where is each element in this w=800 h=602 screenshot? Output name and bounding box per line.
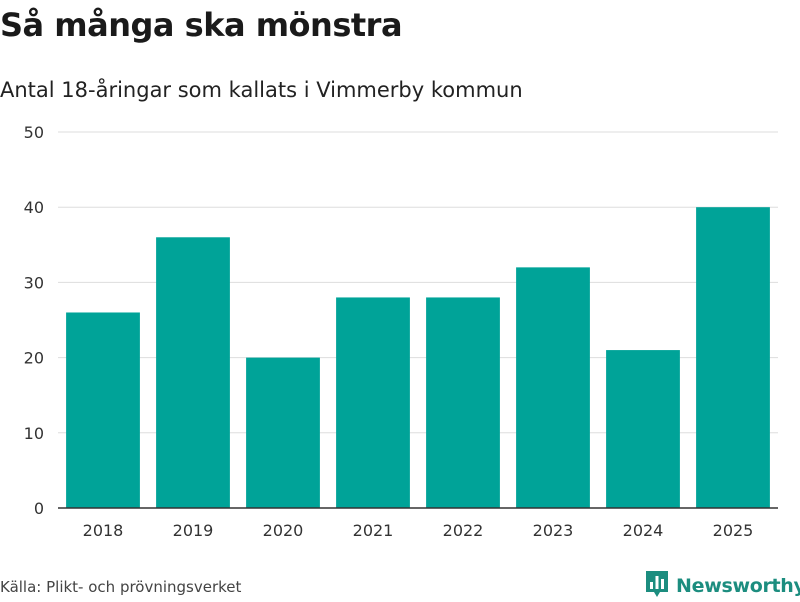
x-tick-label: 2019	[173, 521, 214, 540]
bar	[696, 207, 770, 508]
x-tick-label: 2024	[623, 521, 664, 540]
bar	[336, 297, 410, 508]
chart-title: Så många ska mönstra	[0, 6, 403, 44]
bar-chart-icon	[644, 570, 670, 602]
x-tick-label: 2025	[713, 521, 754, 540]
chart-subtitle: Antal 18-åringar som kallats i Vimmerby …	[0, 78, 523, 102]
bar	[66, 312, 140, 508]
y-tick-label: 50	[24, 123, 44, 142]
y-tick-label: 40	[24, 198, 44, 217]
x-tick-label: 2018	[83, 521, 124, 540]
bar	[516, 267, 590, 508]
x-tick-label: 2021	[353, 521, 394, 540]
bar	[156, 237, 230, 508]
source-note: Källa: Plikt- och prövningsverket	[0, 578, 242, 596]
bar	[246, 357, 320, 508]
y-tick-label: 0	[34, 499, 44, 518]
x-tick-label: 2020	[263, 521, 304, 540]
x-tick-label: 2023	[533, 521, 574, 540]
x-tick-label: 2022	[443, 521, 484, 540]
y-tick-label: 20	[24, 349, 44, 368]
bar	[606, 350, 680, 508]
brand-logo: Newsworthy	[644, 570, 800, 602]
y-tick-label: 30	[24, 273, 44, 292]
brand-name: Newsworthy	[676, 575, 800, 597]
bar	[426, 297, 500, 508]
y-tick-label: 10	[24, 424, 44, 443]
